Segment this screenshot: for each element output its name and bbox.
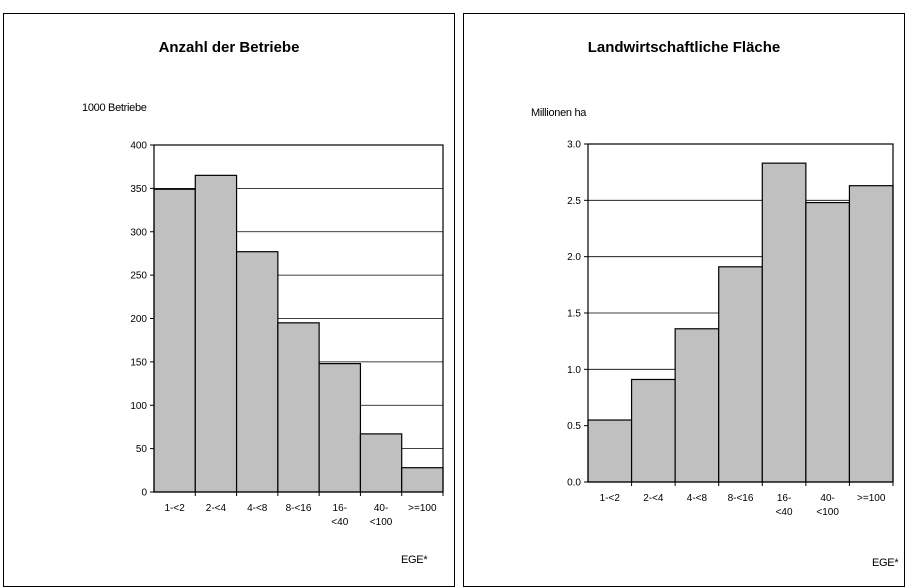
bar [761,162,807,483]
x-tick-label: >=100 [408,503,437,514]
bar-chart-flaeche: 0.0 0.5 1.0 1.5 2.0 2.5 3.0 1-<2 2-<4 4-<8 8-<16 16… [567,140,894,518]
chart-panel-flaeche: Landwirtschaftliche Fläche Millionen ha … [463,13,905,587]
y-tick-label: 0.5 [567,421,581,432]
chart-title: Anzahl der Betriebe [158,39,300,56]
x-axis-label: EGE* [872,557,899,569]
chart-title: Landwirtschaftliche Fläche [587,39,781,56]
y-tick-label: 1.5 [567,309,581,320]
x-tick-label: 2-<4 [206,503,227,514]
y-tick-label: 100 [130,401,147,412]
y-tick-label: 150 [130,357,147,368]
y-axis-unit-label: Millionen ha [531,107,587,119]
x-tick-label: 40- [374,503,388,514]
bar [848,185,894,483]
x-axis-label: EGE* [401,554,428,566]
y-tick-label: 3.0 [567,140,581,151]
bar [153,188,196,493]
y-tick-label: 0.0 [567,478,581,489]
y-tick-label: 2.0 [567,252,581,263]
y-tick-label: 350 [130,184,147,195]
x-tick-label: 4-<8 [247,503,268,514]
y-tick-label: 1.0 [567,365,581,376]
x-tick-label: 1-<2 [164,503,185,514]
bar [805,201,851,483]
x-tick-label: >=100 [857,493,886,504]
bar [359,433,403,493]
x-tick-label: 16- [777,493,791,504]
bar [277,322,320,493]
y-tick-label: 250 [130,271,147,282]
x-tick-label: 1-<2 [600,493,621,504]
y-axis-unit-label: 1000 Betriebe [82,102,147,114]
x-tick-label: 2-<4 [643,493,664,504]
chart-panel-betriebe: Anzahl der Betriebe 1000 Betriebe EGE* 0… [3,13,455,587]
bar [718,266,763,483]
x-tick-label: 4-<8 [687,493,708,504]
y-tick-label: 400 [130,141,147,152]
x-tick-label: 8-<16 [728,493,754,504]
x-tick-label: 8-<16 [286,503,312,514]
x-tick-label: 40- [820,493,834,504]
x-tick-label: <100 [370,517,393,528]
y-tick-label: 300 [130,227,147,238]
plot-frame [153,144,444,493]
y-tick-label: 200 [130,314,147,325]
bar [587,419,633,483]
y-tick-label: 2.5 [567,196,581,207]
bar [235,251,279,493]
y-tick-label: 0 [141,488,147,499]
bar [194,174,238,493]
bar-chart-betriebe: 0 50 100 150 200 250 300 350 400 1-<2 2-<4 4-<8 8-<1… [130,141,444,528]
y-tick-label: 50 [136,444,148,455]
bar [674,328,720,483]
x-tick-label: <100 [816,507,839,518]
x-tick-label: <40 [776,507,793,518]
bar [401,467,444,493]
bar [630,378,676,483]
plot-frame [587,143,894,483]
x-tick-label: <40 [331,517,348,528]
x-tick-label: 16- [333,503,347,514]
bar [318,363,362,493]
